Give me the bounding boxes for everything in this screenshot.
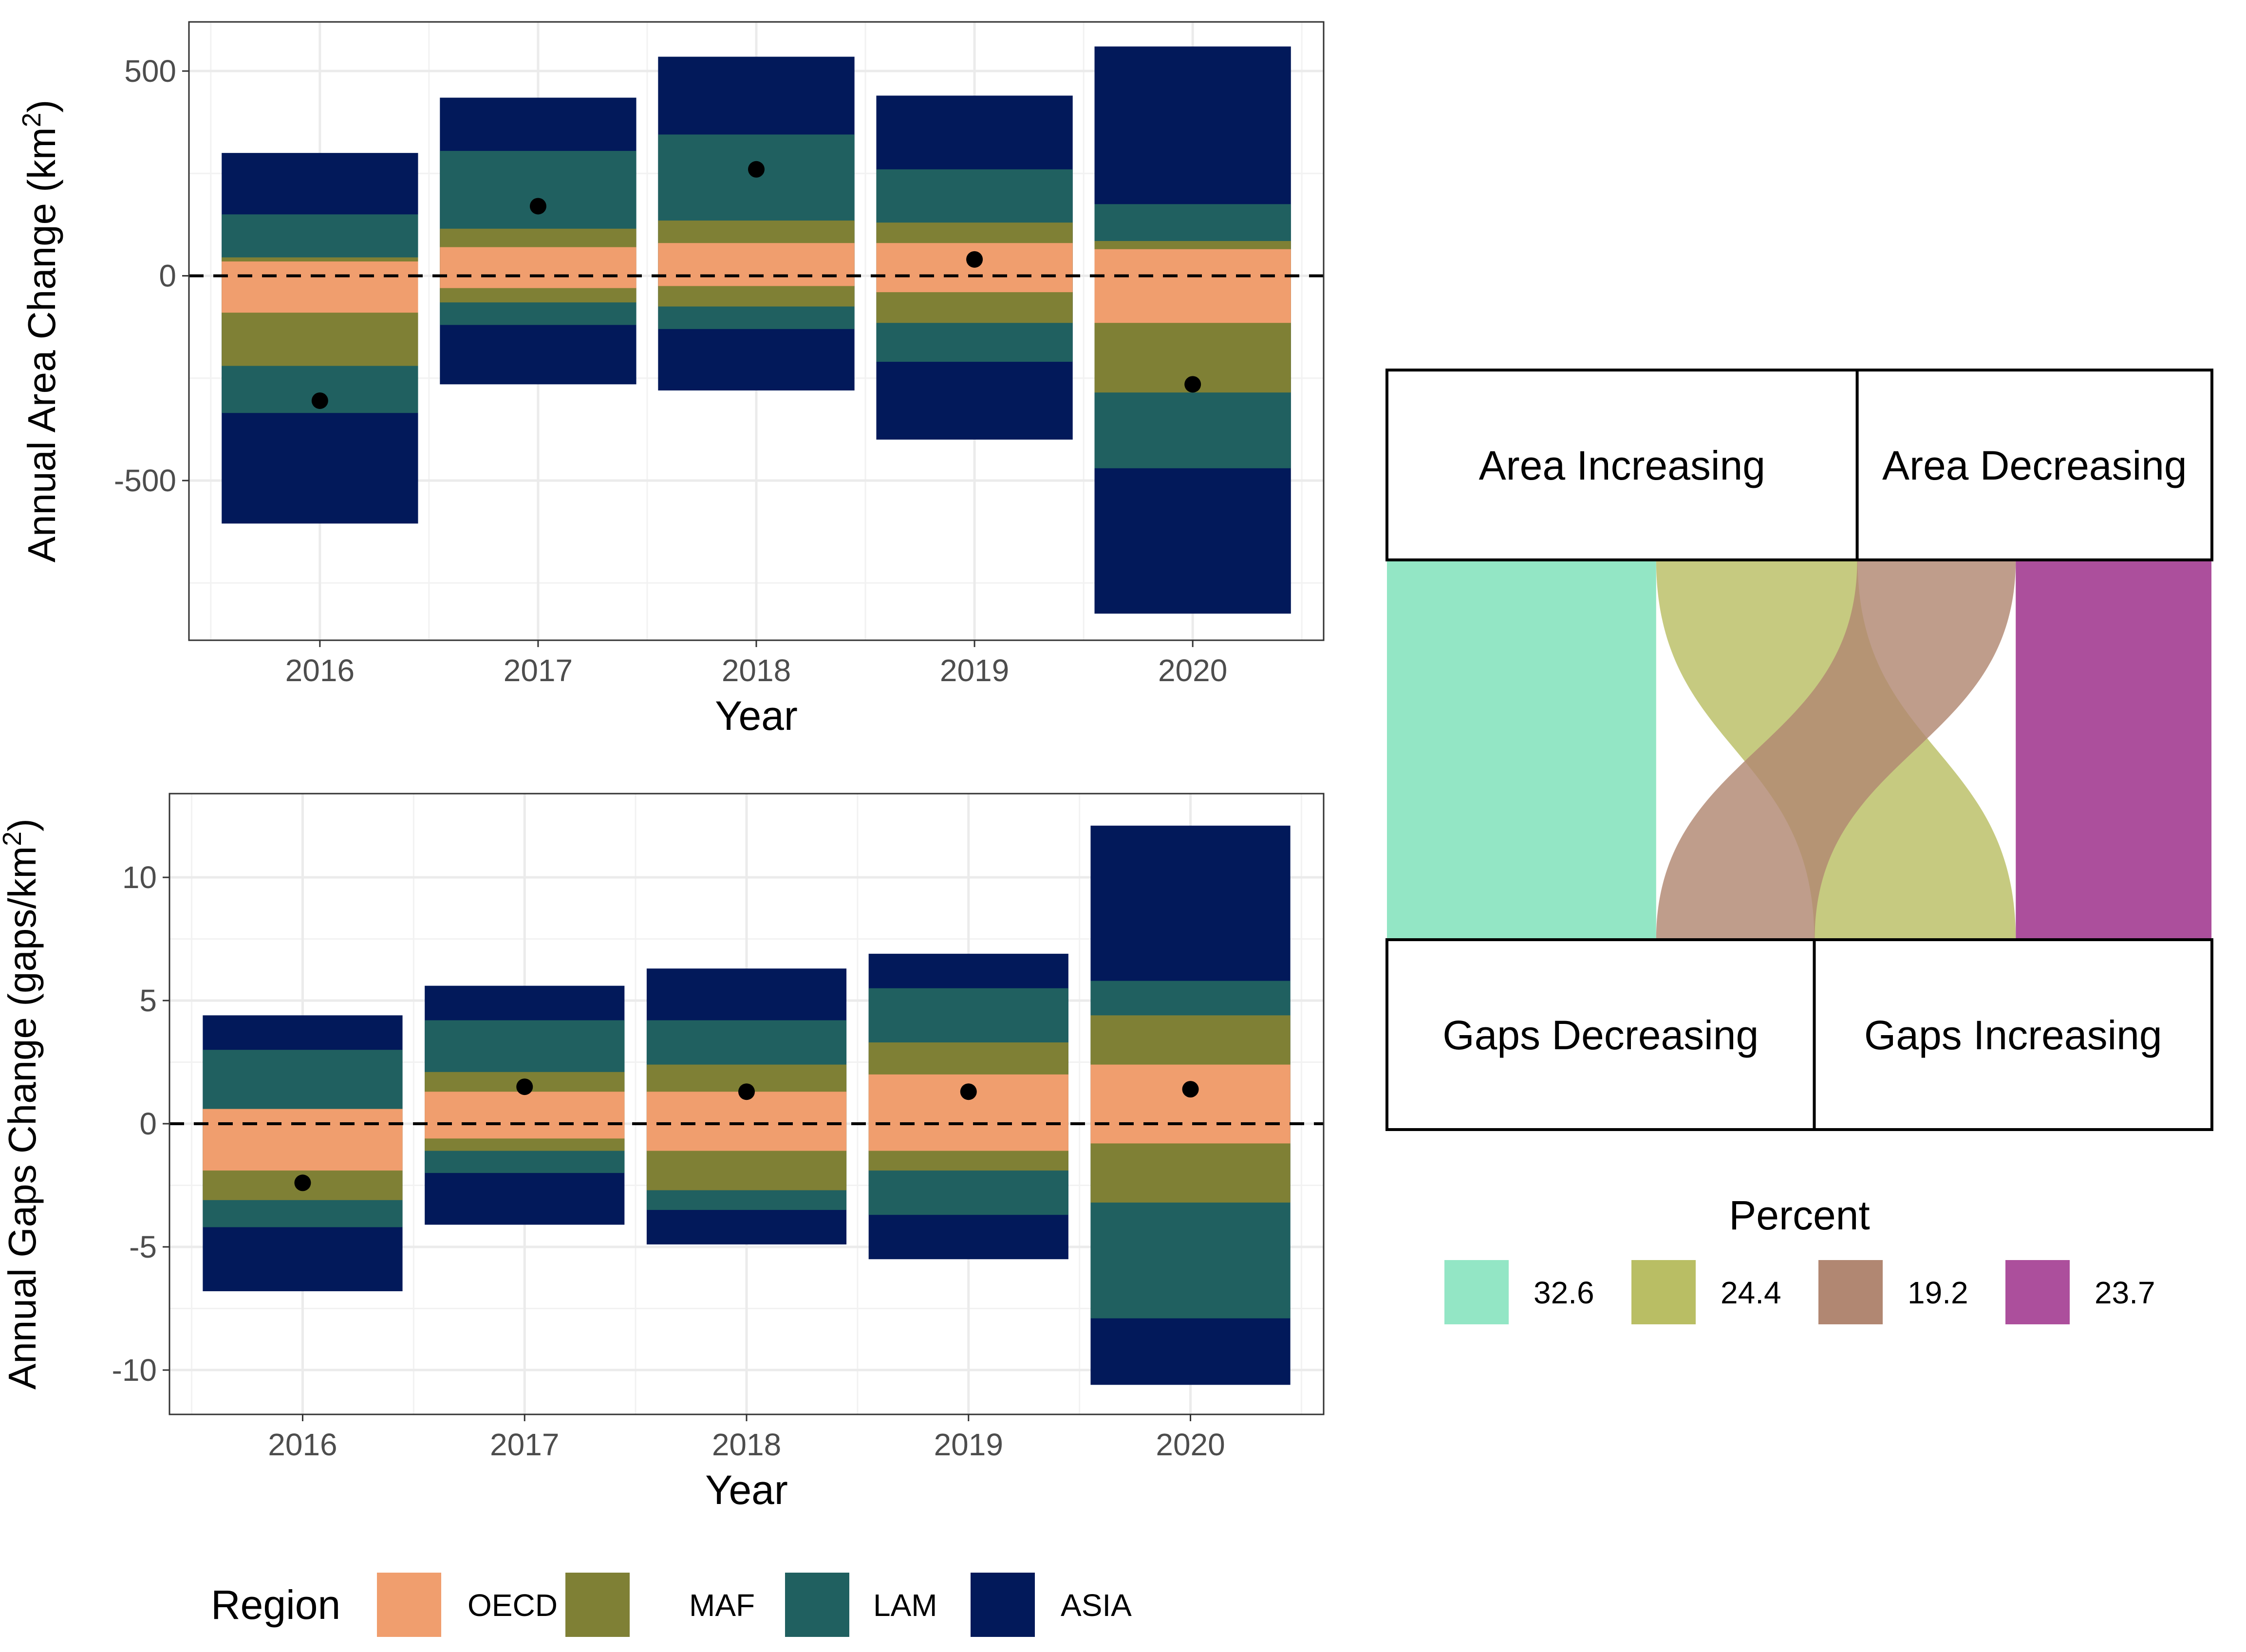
net-change-point — [966, 251, 983, 268]
net-change-point — [1184, 376, 1201, 393]
percent-legend-label: 24.4 — [1721, 1275, 1781, 1310]
bar-segment-oecd — [440, 247, 636, 288]
net-change-point — [748, 161, 765, 178]
net-change-point — [311, 392, 328, 409]
percent-legend-key — [1818, 1260, 1883, 1324]
net-change-point — [294, 1174, 311, 1191]
stratum-area-decreasing — [1855, 369, 2214, 561]
x-tick-label: 2016 — [285, 653, 355, 688]
stratum-gaps-increasing — [1813, 938, 2213, 1131]
net-change-point — [516, 1078, 533, 1095]
region-legend: Region OECD MAF LAM ASIA — [211, 1573, 1132, 1637]
y-axis-title: Annual Gaps Change (gaps/km2) — [0, 818, 44, 1390]
stratum-label: Area Increasing — [1479, 443, 1765, 488]
alluvial-flow — [1387, 560, 1656, 940]
net-change-point — [738, 1083, 755, 1100]
alluvial-panel: Area Increasing Area Decreasing Gaps Decre… — [1385, 369, 2214, 1131]
x-tick-label: 2019 — [940, 653, 1009, 688]
stratum-label: Gaps Increasing — [1864, 1012, 2162, 1058]
region-legend-key-maf — [565, 1573, 630, 1637]
bar-segment-oecd — [646, 1092, 847, 1151]
y-tick-label: -10 — [112, 1353, 157, 1388]
bar-segment-oecd — [203, 1109, 403, 1171]
y-tick-label: -5 — [129, 1229, 157, 1264]
x-tick-label: 2020 — [1158, 653, 1227, 688]
alluvial-flow — [2016, 560, 2212, 940]
bar-segment-oecd — [658, 243, 855, 286]
region-legend-label: LAM — [873, 1588, 937, 1623]
alluvial-flow — [1656, 560, 2016, 940]
y-axis-title-end: ) — [0, 818, 44, 832]
bar-segment-oecd — [1090, 1064, 1291, 1144]
percent-legend-label: 32.6 — [1534, 1275, 1594, 1310]
x-axis-title: Year — [715, 693, 798, 739]
y-tick-label: 5 — [139, 983, 157, 1018]
percent-legend-key — [1444, 1260, 1509, 1324]
y-axis-title-text: Annual Area Change (km — [20, 127, 63, 562]
x-tick-label: 2018 — [712, 1427, 781, 1462]
x-tick-label: 2020 — [1156, 1427, 1225, 1462]
region-legend-title: Region — [211, 1582, 340, 1628]
gaps-change-panel: 10 5 0 -5 -10 2016 2017 2018 2019 2020 Year Annual … — [0, 793, 1325, 1513]
y-tick-label: 10 — [122, 860, 157, 895]
stratum-label: Area Decreasing — [1882, 443, 2187, 488]
region-legend-label: MAF — [689, 1588, 755, 1623]
percent-legend-label: 23.7 — [2095, 1275, 2155, 1310]
net-change-point — [960, 1083, 977, 1100]
y-axis-title-text: Annual Gaps Change (gaps/km — [0, 846, 44, 1390]
y-tick-label: 0 — [139, 1106, 157, 1141]
percent-legend-title: Percent — [1729, 1192, 1870, 1238]
area-change-panel: 500 0 -500 2016 2017 2018 2019 2020 Year Annual A… — [17, 21, 1325, 739]
x-axis-title: Year — [705, 1467, 788, 1513]
percent-legend-label: 19.2 — [1908, 1275, 1968, 1310]
y-axis-title-end: ) — [20, 100, 63, 113]
x-tick-label: 2019 — [934, 1427, 1003, 1462]
percent-legend-key — [1631, 1260, 1696, 1324]
y-axis-title: Annual Area Change (km2) — [17, 100, 63, 563]
region-legend-label: OECD — [468, 1588, 558, 1623]
y-tick-label: 500 — [124, 54, 176, 89]
x-tick-label: 2018 — [722, 653, 791, 688]
bar-segment-oecd — [222, 261, 418, 313]
percent-legend-key — [2005, 1260, 2070, 1324]
y-tick-label: -500 — [114, 463, 176, 498]
stratum-label: Gaps Decreasing — [1442, 1012, 1759, 1058]
percent-legend: Percent 32.6 24.4 19.2 23.7 — [1444, 1192, 2155, 1324]
y-tick-label: 0 — [159, 258, 176, 293]
y-axis-title-superscript: 2 — [0, 832, 27, 846]
x-tick-label: 2017 — [490, 1427, 559, 1462]
net-change-point — [529, 198, 546, 215]
bar-segment-oecd — [425, 1092, 625, 1139]
bar-segment-oecd — [1094, 249, 1291, 323]
region-legend-label: ASIA — [1061, 1588, 1132, 1623]
x-tick-label: 2016 — [268, 1427, 337, 1462]
net-change-point — [1182, 1081, 1199, 1098]
x-tick-label: 2017 — [504, 653, 573, 688]
region-legend-key-asia — [971, 1573, 1035, 1637]
y-axis-title-superscript: 2 — [17, 112, 46, 127]
region-legend-key-lam — [785, 1573, 849, 1637]
region-legend-key-oecd — [377, 1573, 441, 1637]
stratum-area-increasing — [1385, 369, 1859, 561]
